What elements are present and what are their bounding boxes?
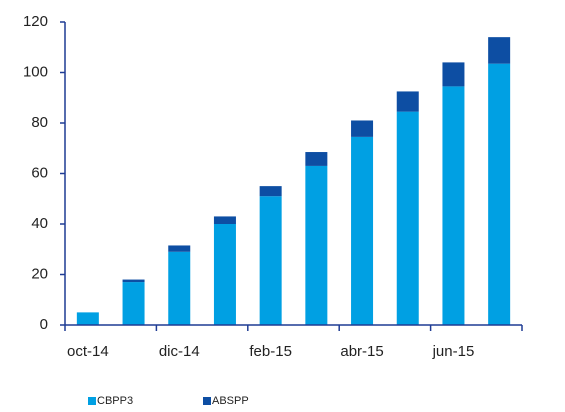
legend-swatch xyxy=(88,397,96,405)
bar-segment xyxy=(122,279,145,283)
legend-label: CBPP3 xyxy=(97,395,133,407)
bar-segment xyxy=(396,111,419,325)
y-tick-label: 80 xyxy=(31,114,48,131)
bar-segment xyxy=(76,312,99,325)
bar-segment xyxy=(305,152,328,166)
legend-label: ABSPP xyxy=(212,395,249,407)
bar-segment xyxy=(442,62,465,87)
y-tick-label: 100 xyxy=(23,63,48,80)
bar-segment xyxy=(122,282,145,325)
y-tick-label: 0 xyxy=(40,316,48,333)
x-tick-label: oct-14 xyxy=(67,343,109,360)
bar-segment xyxy=(351,136,374,325)
bar-segment xyxy=(259,186,282,197)
bar-segment xyxy=(168,245,191,252)
bar-segment xyxy=(442,86,465,325)
y-tick-label: 20 xyxy=(31,265,48,282)
x-tick-label: abr-15 xyxy=(340,343,383,360)
y-tick-label: 40 xyxy=(31,215,48,232)
x-tick-label: dic-14 xyxy=(159,343,200,360)
bar-segment xyxy=(168,251,191,325)
bar-segment xyxy=(213,224,236,325)
y-tick-label: 60 xyxy=(31,164,48,181)
bar-segment xyxy=(259,196,282,325)
bar-segment xyxy=(351,120,374,137)
bar-segment xyxy=(488,37,511,64)
bar-segment xyxy=(488,63,511,325)
bar-segment xyxy=(305,165,328,325)
y-tick-label: 120 xyxy=(23,13,48,30)
bar-segment xyxy=(396,91,419,112)
x-tick-label: jun-15 xyxy=(432,343,475,360)
x-tick-label: feb-15 xyxy=(249,343,292,360)
bar-segment xyxy=(213,216,236,224)
legend-swatch xyxy=(203,397,211,405)
